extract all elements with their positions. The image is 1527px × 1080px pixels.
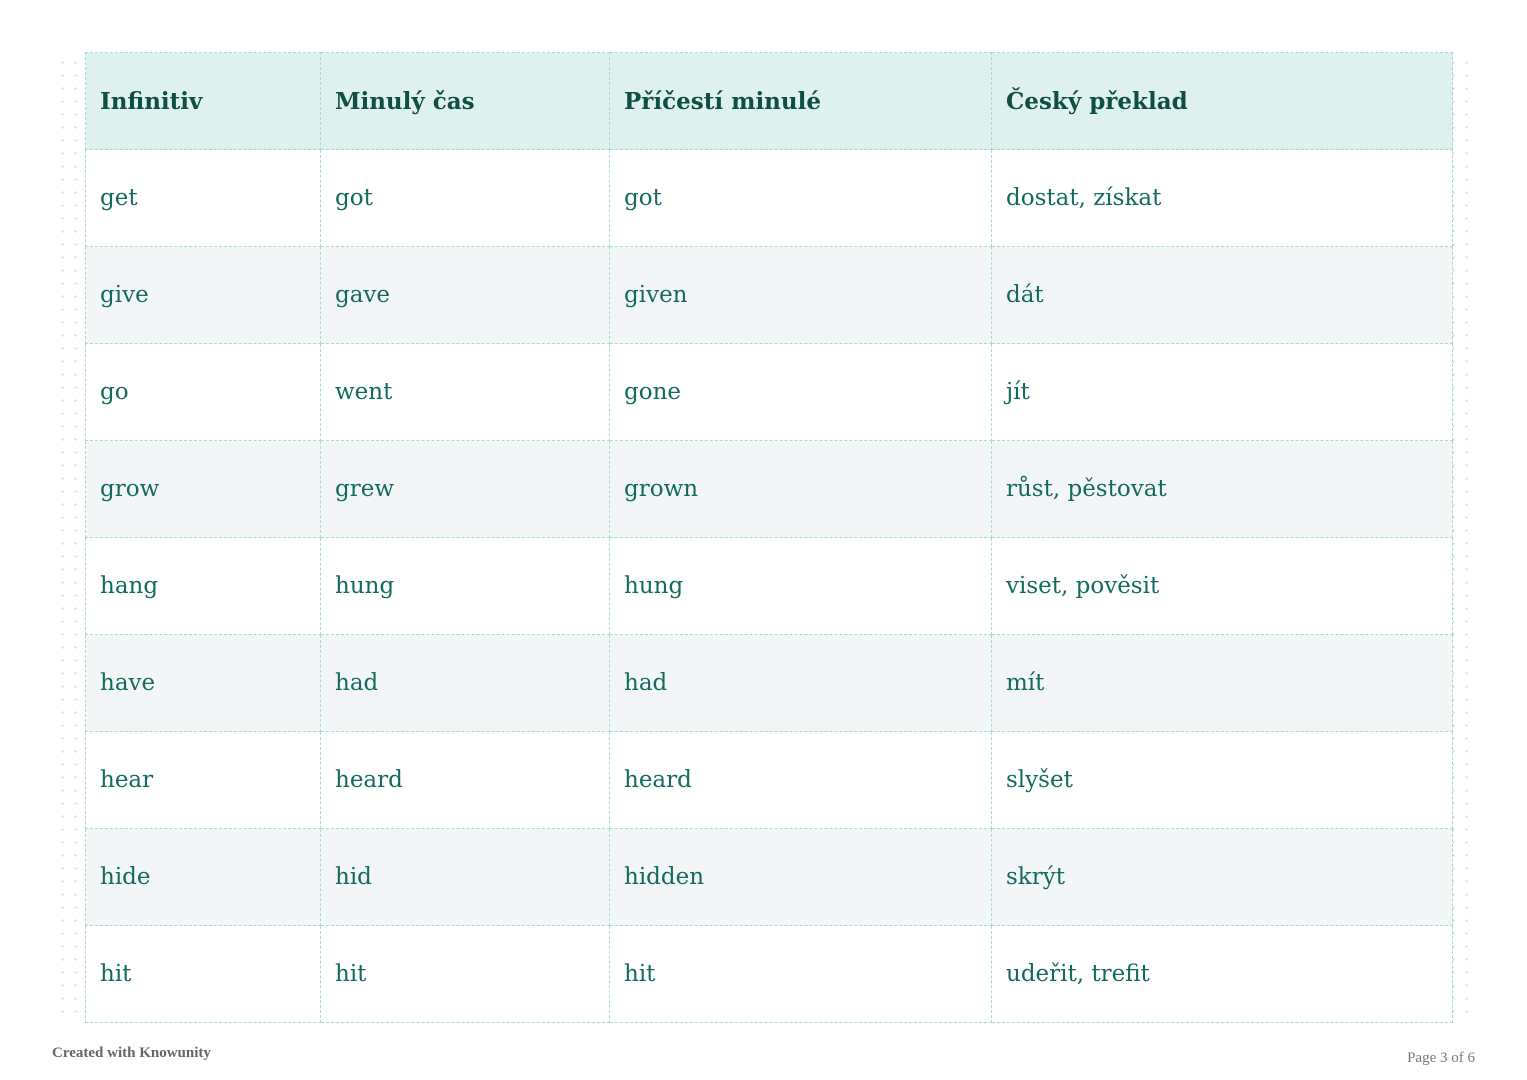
table-cell: had — [320, 634, 610, 732]
table-cell: heard — [609, 731, 992, 829]
table-row: get got got dostat, získat — [85, 149, 1453, 247]
table-cell: hang — [85, 537, 321, 635]
table-cell: grew — [320, 440, 610, 538]
table-cell: hit — [320, 925, 610, 1023]
table-cell: had — [609, 634, 992, 732]
column-header: Příčestí minulé — [609, 52, 992, 150]
table-cell: udeřit, trefit — [991, 925, 1453, 1023]
table-cell: hung — [609, 537, 992, 635]
column-header: Český překlad — [991, 52, 1453, 150]
table-cell: given — [609, 246, 992, 344]
table-row: grow grew grown růst, pěstovat — [85, 440, 1453, 538]
table-cell: get — [85, 149, 321, 247]
table-cell: gone — [609, 343, 992, 441]
table-cell: hit — [609, 925, 992, 1023]
table-cell: give — [85, 246, 321, 344]
column-header: Minulý čas — [320, 52, 610, 150]
table-cell: have — [85, 634, 321, 732]
table-row: have had had mít — [85, 634, 1453, 732]
table-cell: hid — [320, 828, 610, 926]
table-cell: hidden — [609, 828, 992, 926]
table-cell: grown — [609, 440, 992, 538]
table-cell: gave — [320, 246, 610, 344]
table-cell: dostat, získat — [991, 149, 1453, 247]
table-cell: go — [85, 343, 321, 441]
table-cell: heard — [320, 731, 610, 829]
page-number: Page 3 of 6 — [1407, 1050, 1475, 1066]
table-cell: slyšet — [991, 731, 1453, 829]
table-header-row: Infinitiv Minulý čas Příčestí minulé Český … — [85, 52, 1453, 150]
footer-credit: Created with Knowunity — [52, 1045, 211, 1061]
table-cell: růst, pěstovat — [991, 440, 1453, 538]
table-cell: viset, pověsit — [991, 537, 1453, 635]
table-row: hear heard heard slyšet — [85, 731, 1453, 829]
table-cell: hear — [85, 731, 321, 829]
table-cell: jít — [991, 343, 1453, 441]
table-cell: mít — [991, 634, 1453, 732]
table-cell: grow — [85, 440, 321, 538]
table-row: hang hung hung viset, pověsit — [85, 537, 1453, 635]
table-row: hit hit hit udeřit, trefit — [85, 925, 1453, 1023]
table-cell: dát — [991, 246, 1453, 344]
table-row: give gave given dát — [85, 246, 1453, 344]
table-row: hide hid hidden skrýt — [85, 828, 1453, 926]
table-cell: hit — [85, 925, 321, 1023]
column-header: Infinitiv — [85, 52, 321, 150]
table-cell: hide — [85, 828, 321, 926]
table-cell: got — [320, 149, 610, 247]
table-cell: hung — [320, 537, 610, 635]
irregular-verbs-table: Infinitiv Minulý čas Příčestí minulé Český … — [85, 52, 1453, 1023]
table-row: go went gone jít — [85, 343, 1453, 441]
table-cell: went — [320, 343, 610, 441]
table-cell: skrýt — [991, 828, 1453, 926]
table-cell: got — [609, 149, 992, 247]
